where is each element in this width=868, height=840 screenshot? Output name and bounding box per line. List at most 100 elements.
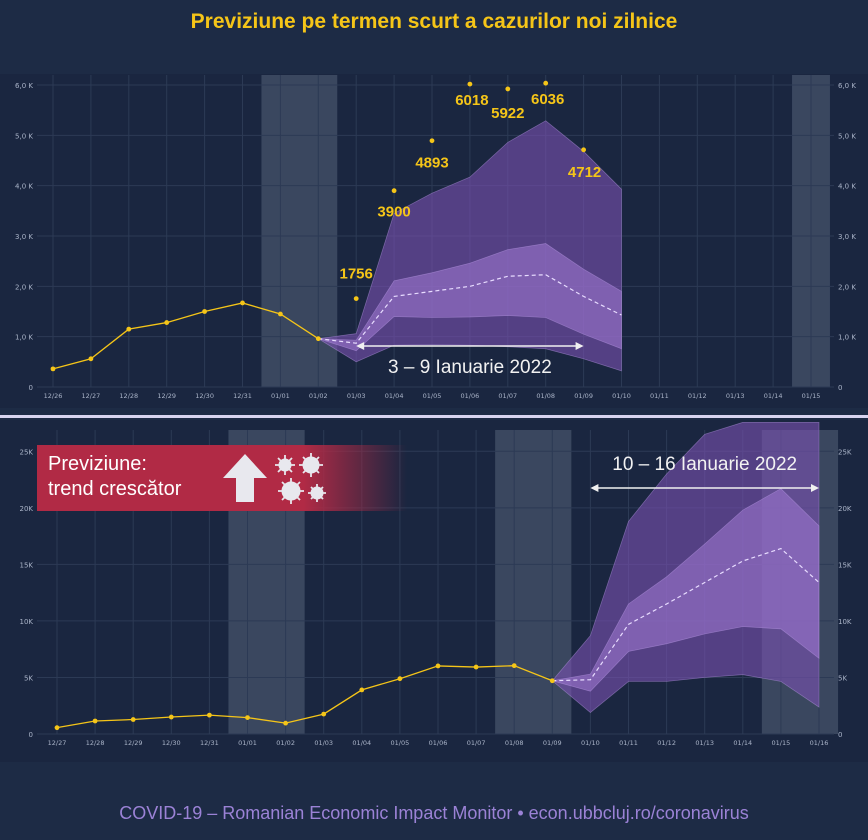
actual-point (353, 296, 359, 302)
actual-point (391, 188, 397, 194)
observed-point (126, 326, 132, 332)
observed-cases-line (56, 665, 553, 729)
y-tick-label-right: 2,0 K (838, 283, 856, 291)
x-tick-label: 01/11 (619, 739, 638, 747)
actual-point (505, 86, 511, 92)
y-tick-label-right: 3,0 K (838, 233, 856, 241)
x-tick-label: 01/06 (461, 392, 480, 400)
range-arrow-head-right (811, 484, 819, 492)
observed-point (549, 678, 555, 684)
y-tick-label-left: 2,0 K (15, 283, 33, 291)
x-tick-label: 01/08 (505, 739, 524, 747)
actual-value-label: 3900 (377, 204, 410, 221)
actual-value-label: 6018 (455, 92, 488, 109)
observed-cases-line (52, 302, 319, 370)
x-tick-label: 01/14 (764, 392, 783, 400)
observed-point (321, 711, 327, 717)
observed-point (397, 676, 403, 682)
y-tick-label-right: 10K (838, 618, 852, 626)
virus-icon (275, 453, 326, 504)
observed-point (511, 663, 517, 669)
top-forecast-chart: 0 0 1,0 K 1,0 K 2,0 K 2,0 K 3,0 K 3,0 K 4,0 K 4,0… (15, 75, 856, 400)
forecast-median-line (552, 547, 820, 682)
banner-text: Previziune: trend crescător (48, 452, 181, 502)
banner-line2: trend crescător (48, 478, 182, 500)
banner-line1: Previziune: (48, 453, 147, 475)
x-tick-label: 12/29 (157, 392, 176, 400)
observed-point (359, 687, 365, 693)
range-arrow-head-left (590, 484, 599, 492)
observed-point (207, 712, 212, 718)
actual-value-label: 1756 (340, 266, 373, 283)
x-tick-label: 01/06 (429, 739, 448, 747)
y-tick-label-right: 25K (838, 448, 852, 456)
y-tick-label-right: 5K (838, 674, 847, 682)
actual-value-label: 4893 (415, 155, 448, 172)
observed-point (435, 663, 441, 669)
x-tick-label: 01/13 (726, 392, 745, 400)
x-tick-label: 01/03 (347, 392, 366, 400)
x-tick-label: 01/12 (688, 392, 707, 400)
trend-banner: Previziune: trend crescător (37, 445, 407, 511)
range-arrow-head-left (356, 342, 365, 350)
x-tick-label: 01/09 (543, 739, 562, 747)
observed-point (283, 720, 288, 726)
weekend-shade (261, 75, 338, 387)
y-tick-label-left: 1,0 K (15, 334, 33, 342)
actual-value-label: 4712 (568, 164, 601, 181)
x-tick-label: 01/02 (276, 739, 295, 747)
observed-point (473, 664, 479, 670)
x-tick-label: 01/07 (467, 739, 486, 747)
y-tick-label-right: 4,0 K (838, 183, 856, 191)
observed-point (315, 336, 321, 342)
x-tick-label: 01/01 (238, 739, 257, 747)
y-tick-label-right: 15K (838, 561, 852, 569)
x-tick-label: 01/05 (391, 739, 410, 747)
x-tick-label: 01/08 (536, 392, 555, 400)
x-tick-label: 12/30 (162, 739, 181, 747)
x-tick-label: 01/10 (612, 392, 631, 400)
footer-credit: COVID-19 – Romanian Economic Impact Moni… (119, 803, 749, 823)
x-tick-label: 12/30 (195, 392, 214, 400)
x-tick-label: 01/16 (810, 739, 829, 747)
x-tick-label: 01/04 (352, 739, 371, 747)
observed-point (54, 725, 60, 731)
x-tick-label: 12/27 (82, 392, 101, 400)
x-tick-label: 01/03 (314, 739, 333, 747)
actual-point (543, 80, 549, 86)
y-tick-label-left: 20K (20, 505, 34, 513)
x-tick-label: 12/26 (44, 392, 63, 400)
y-tick-label-left: 5K (24, 674, 33, 682)
actual-point (581, 147, 586, 153)
y-tick-label-right: 6,0 K (838, 82, 856, 90)
observed-point (278, 311, 283, 317)
x-tick-label: 01/10 (581, 739, 600, 747)
x-tick-label: 12/27 (48, 739, 67, 747)
y-tick-label-left: 3,0 K (15, 233, 33, 241)
observed-point (50, 366, 56, 372)
y-tick-label-left: 4,0 K (15, 183, 33, 191)
weekend-shade (495, 430, 572, 734)
x-tick-label: 12/31 (233, 392, 252, 400)
y-tick-label-left: 10K (20, 618, 34, 626)
y-tick-label-left: 25K (20, 448, 34, 456)
x-tick-label: 01/07 (498, 392, 517, 400)
x-tick-label: 12/29 (124, 739, 143, 747)
x-tick-label: 12/28 (86, 739, 105, 747)
forecast-band-80 (318, 243, 622, 352)
up-arrow-icon (223, 454, 267, 502)
actual-value-label: 6036 (531, 91, 564, 108)
x-tick-label: 01/12 (657, 739, 676, 747)
actual-point (429, 138, 435, 144)
y-tick-label-left: 0 (29, 731, 33, 739)
chart-divider (0, 415, 868, 418)
observed-point (202, 309, 208, 314)
x-tick-label: 01/01 (271, 392, 290, 400)
observed-point (240, 300, 245, 306)
observed-point (164, 320, 170, 325)
y-tick-label-left: 5,0 K (15, 132, 33, 140)
y-tick-label-right: 1,0 K (838, 334, 856, 342)
y-tick-label-right: 5,0 K (838, 132, 856, 140)
forecast-band-80 (552, 488, 820, 692)
page-title: Previziune pe termen scurt a cazurilor n… (190, 10, 678, 33)
